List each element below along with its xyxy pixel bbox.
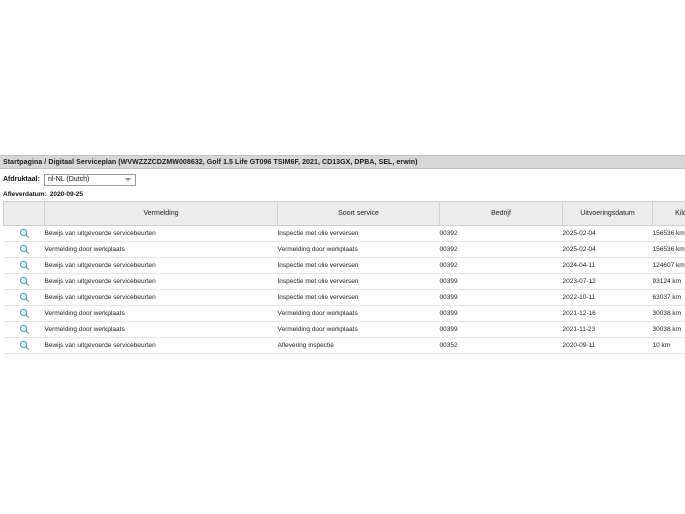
cell-uitvoeringsdatum: 2021-11-23 (562, 321, 653, 338)
print-language-row: Afdruktaal: nl-NL (Dutch) (0, 172, 685, 187)
cell-uitvoeringsdatum: 2021-12-16 (562, 305, 653, 322)
table-row: Bewijs van uitgevoerde servicebeurten Ins… (3, 273, 685, 290)
cell-vermelding: Vermelding door werkplaats (44, 241, 278, 258)
table-body: Bewijs van uitgevoerde servicebeurten Ins… (3, 225, 685, 354)
cell-kilometerstand: 156536 km (652, 225, 685, 242)
column-header-icon (3, 201, 45, 226)
cell-uitvoeringsdatum: 2020-09-11 (562, 337, 653, 354)
breadcrumb-text: Startpagina / Digitaal Serviceplan (WVWZ… (3, 158, 418, 166)
cell-soort-service: Inspectie met olie verversen (277, 289, 440, 306)
column-header-soort-service: Soort service (277, 201, 440, 226)
print-language-label: Afdruktaal: (3, 176, 40, 183)
cell-uitvoeringsdatum: 2024-04-11 (562, 257, 653, 274)
cell-soort-service: Vermelding door werkplaats (277, 241, 440, 258)
cell-soort-service: Inspectie met olie verversen (277, 225, 440, 242)
table-row: Bewijs van uitgevoerde servicebeurten Ins… (3, 289, 685, 306)
cell-kilometerstand: 63037 km (652, 289, 685, 306)
cell-uitvoeringsdatum: 2022-10-11 (562, 289, 653, 306)
table-header-row: Vermelding Soort service Bedrijf Uitvoer… (3, 201, 685, 226)
cell-bedrijf: 00392 (439, 225, 563, 242)
cell-soort-service: Vermelding door werkplaats (277, 305, 440, 322)
cell-kilometerstand: 10 km (652, 337, 685, 354)
magnifier-icon[interactable] (19, 244, 30, 255)
table-row: Bewijs van uitgevoerde servicebeurten Afl… (3, 337, 685, 354)
cell-uitvoeringsdatum: 2023-07-12 (562, 273, 653, 290)
row-detail-button[interactable] (3, 241, 45, 258)
table-row: Bewijs van uitgevoerde servicebeurten Ins… (3, 257, 685, 274)
column-header-bedrijf: Bedrijf (439, 201, 563, 226)
delivery-date-row: Afleverdatum: 2020-09-25 (0, 189, 685, 200)
magnifier-icon[interactable] (19, 308, 30, 319)
print-language-select[interactable]: nl-NL (Dutch) (43, 173, 136, 186)
row-detail-button[interactable] (3, 321, 45, 338)
cell-bedrijf: 00399 (439, 273, 563, 290)
cell-vermelding: Vermelding door werkplaats (44, 321, 278, 338)
cell-uitvoeringsdatum: 2025-02-04 (562, 241, 653, 258)
table-row: Vermelding door werkplaats Vermelding doo… (3, 305, 685, 322)
magnifier-icon[interactable] (19, 276, 30, 287)
row-detail-button[interactable] (3, 225, 45, 242)
chevron-down-icon (124, 177, 131, 181)
row-detail-button[interactable] (3, 257, 45, 274)
cell-bedrijf: 00392 (439, 257, 563, 274)
cell-soort-service: Inspectie met olie verversen (277, 257, 440, 274)
column-header-uitvoeringsdatum: Uitvoeringsdatum (562, 201, 653, 226)
table-row: Vermelding door werkplaats Vermelding doo… (3, 321, 685, 338)
cell-soort-service: Aflevering inspectie (277, 337, 440, 354)
cell-vermelding: Bewijs van uitgevoerde servicebeurten (44, 337, 278, 354)
magnifier-icon[interactable] (19, 324, 30, 335)
table-header: Vermelding Soort service Bedrijf Uitvoer… (3, 201, 685, 226)
delivery-date-value: 2020-09-25 (49, 191, 83, 198)
row-detail-button[interactable] (3, 337, 45, 354)
magnifier-icon[interactable] (19, 292, 30, 303)
cell-vermelding: Bewijs van uitgevoerde servicebeurten (44, 257, 278, 274)
cell-vermelding: Vermelding door werkplaats (44, 305, 278, 322)
cell-kilometerstand: 93124 km (652, 273, 685, 290)
print-language-value: nl-NL (Dutch) (47, 176, 90, 183)
cell-kilometerstand: 30038 km (652, 305, 685, 322)
magnifier-icon[interactable] (19, 228, 30, 239)
row-detail-button[interactable] (3, 273, 45, 290)
cell-soort-service: Vermelding door werkplaats (277, 321, 440, 338)
column-header-kilometerstand: Kilometerstand (652, 201, 685, 226)
table-row: Vermelding door werkplaats Vermelding doo… (3, 241, 685, 258)
row-detail-button[interactable] (3, 289, 45, 306)
table-row: Bewijs van uitgevoerde servicebeurten Ins… (3, 225, 685, 242)
cell-bedrijf: 00399 (439, 305, 563, 322)
cell-soort-service: Inspectie met olie verversen (277, 273, 440, 290)
row-detail-button[interactable] (3, 305, 45, 322)
magnifier-icon[interactable] (19, 340, 30, 351)
cell-bedrijf: 00392 (439, 241, 563, 258)
cell-vermelding: Bewijs van uitgevoerde servicebeurten (44, 273, 278, 290)
cell-bedrijf: 00399 (439, 321, 563, 338)
cell-kilometerstand: 30038 km (652, 321, 685, 338)
service-history-table: Vermelding Soort service Bedrijf Uitvoer… (3, 201, 685, 354)
magnifier-icon[interactable] (19, 260, 30, 271)
cell-bedrijf: 00399 (439, 289, 563, 306)
column-header-vermelding: Vermelding (44, 201, 278, 226)
cell-bedrijf: 00352 (439, 337, 563, 354)
breadcrumb: Startpagina / Digitaal Serviceplan (WVWZ… (0, 155, 685, 169)
cell-kilometerstand: 156536 km (652, 241, 685, 258)
cell-vermelding: Bewijs van uitgevoerde servicebeurten (44, 225, 278, 242)
cell-kilometerstand: 124607 km (652, 257, 685, 274)
cell-uitvoeringsdatum: 2025-02-04 (562, 225, 653, 242)
cell-vermelding: Bewijs van uitgevoerde servicebeurten (44, 289, 278, 306)
delivery-date-label: Afleverdatum: (3, 191, 47, 198)
